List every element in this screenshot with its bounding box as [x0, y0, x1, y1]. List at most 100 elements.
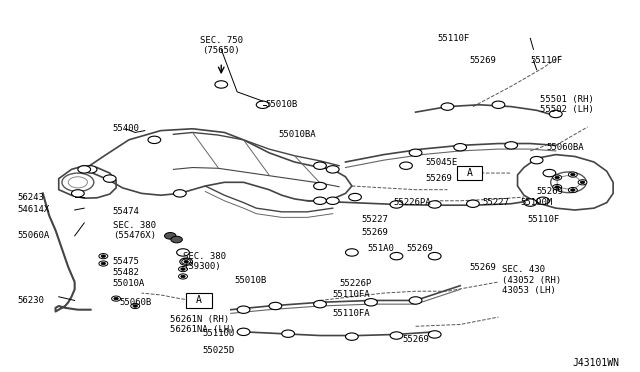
Text: J43101WN: J43101WN	[573, 358, 620, 368]
Circle shape	[326, 197, 339, 205]
Circle shape	[505, 142, 518, 149]
Circle shape	[148, 136, 161, 144]
Circle shape	[537, 197, 549, 205]
Circle shape	[99, 261, 108, 266]
Circle shape	[111, 296, 120, 301]
Circle shape	[428, 331, 441, 338]
Circle shape	[428, 201, 441, 208]
Circle shape	[177, 249, 189, 256]
Text: 55226P: 55226P	[339, 279, 371, 288]
Text: SEC. 380
(55476X): SEC. 380 (55476X)	[113, 221, 156, 240]
Text: 55269: 55269	[425, 174, 452, 183]
Circle shape	[454, 144, 467, 151]
Circle shape	[99, 254, 108, 259]
Circle shape	[326, 166, 339, 173]
Circle shape	[553, 185, 562, 190]
Circle shape	[346, 333, 358, 340]
Circle shape	[131, 304, 140, 309]
Text: 55269: 55269	[537, 187, 564, 196]
Circle shape	[256, 101, 269, 109]
Circle shape	[171, 236, 182, 243]
FancyBboxPatch shape	[186, 293, 212, 308]
Circle shape	[72, 190, 84, 197]
Text: 55269: 55269	[406, 244, 433, 253]
Text: 55110F: 55110F	[438, 34, 470, 43]
Circle shape	[492, 101, 505, 109]
Text: 55190M: 55190M	[521, 198, 553, 207]
Circle shape	[578, 180, 587, 185]
Circle shape	[133, 305, 138, 307]
Text: 55060A: 55060A	[17, 231, 49, 240]
Circle shape	[78, 166, 91, 173]
Circle shape	[365, 299, 378, 306]
Circle shape	[428, 253, 441, 260]
Text: 55110F: 55110F	[527, 215, 559, 224]
Circle shape	[182, 259, 191, 264]
Circle shape	[114, 297, 118, 300]
Circle shape	[553, 175, 562, 180]
Circle shape	[180, 258, 193, 265]
Circle shape	[101, 262, 106, 265]
Circle shape	[314, 197, 326, 205]
Circle shape	[390, 253, 403, 260]
Text: 55269: 55269	[362, 228, 388, 237]
Circle shape	[409, 149, 422, 157]
Circle shape	[314, 301, 326, 308]
Text: 56261N (RH)
56261NA (LH): 56261N (RH) 56261NA (LH)	[170, 315, 235, 334]
Circle shape	[390, 201, 403, 208]
Text: 55227: 55227	[362, 215, 388, 224]
Circle shape	[179, 274, 188, 279]
Text: 55227: 55227	[483, 198, 509, 207]
Text: 56243: 56243	[17, 193, 44, 202]
Circle shape	[467, 200, 479, 208]
Circle shape	[390, 332, 403, 339]
Circle shape	[237, 306, 250, 313]
Text: 55010A: 55010A	[113, 279, 145, 288]
Circle shape	[549, 110, 562, 118]
Circle shape	[531, 157, 543, 164]
Text: 55482: 55482	[113, 268, 140, 277]
Text: 55060BA: 55060BA	[546, 143, 584, 152]
Circle shape	[84, 166, 97, 173]
Text: 55269: 55269	[470, 56, 497, 65]
Text: 55045E: 55045E	[425, 157, 458, 167]
Circle shape	[184, 260, 188, 263]
Circle shape	[180, 268, 185, 270]
Text: SEC. 380
(39300): SEC. 380 (39300)	[183, 252, 226, 272]
Text: A: A	[196, 295, 202, 305]
Text: A: A	[467, 168, 473, 178]
Circle shape	[399, 162, 412, 169]
Circle shape	[571, 189, 575, 191]
Circle shape	[314, 162, 326, 169]
Circle shape	[103, 175, 116, 182]
Text: 55269: 55269	[470, 263, 497, 272]
Circle shape	[543, 169, 556, 177]
Text: 54614X: 54614X	[17, 205, 49, 215]
Circle shape	[568, 187, 577, 193]
Circle shape	[349, 193, 362, 201]
Circle shape	[101, 255, 106, 257]
Text: 55226PA: 55226PA	[394, 198, 431, 207]
Circle shape	[346, 249, 358, 256]
Text: 55060B: 55060B	[119, 298, 152, 307]
Text: 55110F: 55110F	[531, 56, 563, 65]
Circle shape	[550, 172, 586, 193]
Circle shape	[68, 177, 88, 188]
Circle shape	[237, 328, 250, 336]
Circle shape	[173, 190, 186, 197]
Circle shape	[62, 173, 94, 192]
Circle shape	[555, 186, 559, 188]
Circle shape	[568, 172, 577, 177]
Text: 55025D: 55025D	[202, 346, 234, 355]
Text: 55010B: 55010B	[266, 100, 298, 109]
Circle shape	[571, 173, 575, 176]
Circle shape	[180, 275, 185, 278]
Circle shape	[179, 266, 188, 272]
Text: 55400: 55400	[113, 124, 140, 133]
Text: 55474: 55474	[113, 207, 140, 217]
Circle shape	[524, 199, 537, 206]
Circle shape	[441, 103, 454, 110]
Text: SEC. 750
(75650): SEC. 750 (75650)	[200, 36, 243, 55]
Circle shape	[269, 302, 282, 310]
FancyBboxPatch shape	[457, 166, 483, 180]
